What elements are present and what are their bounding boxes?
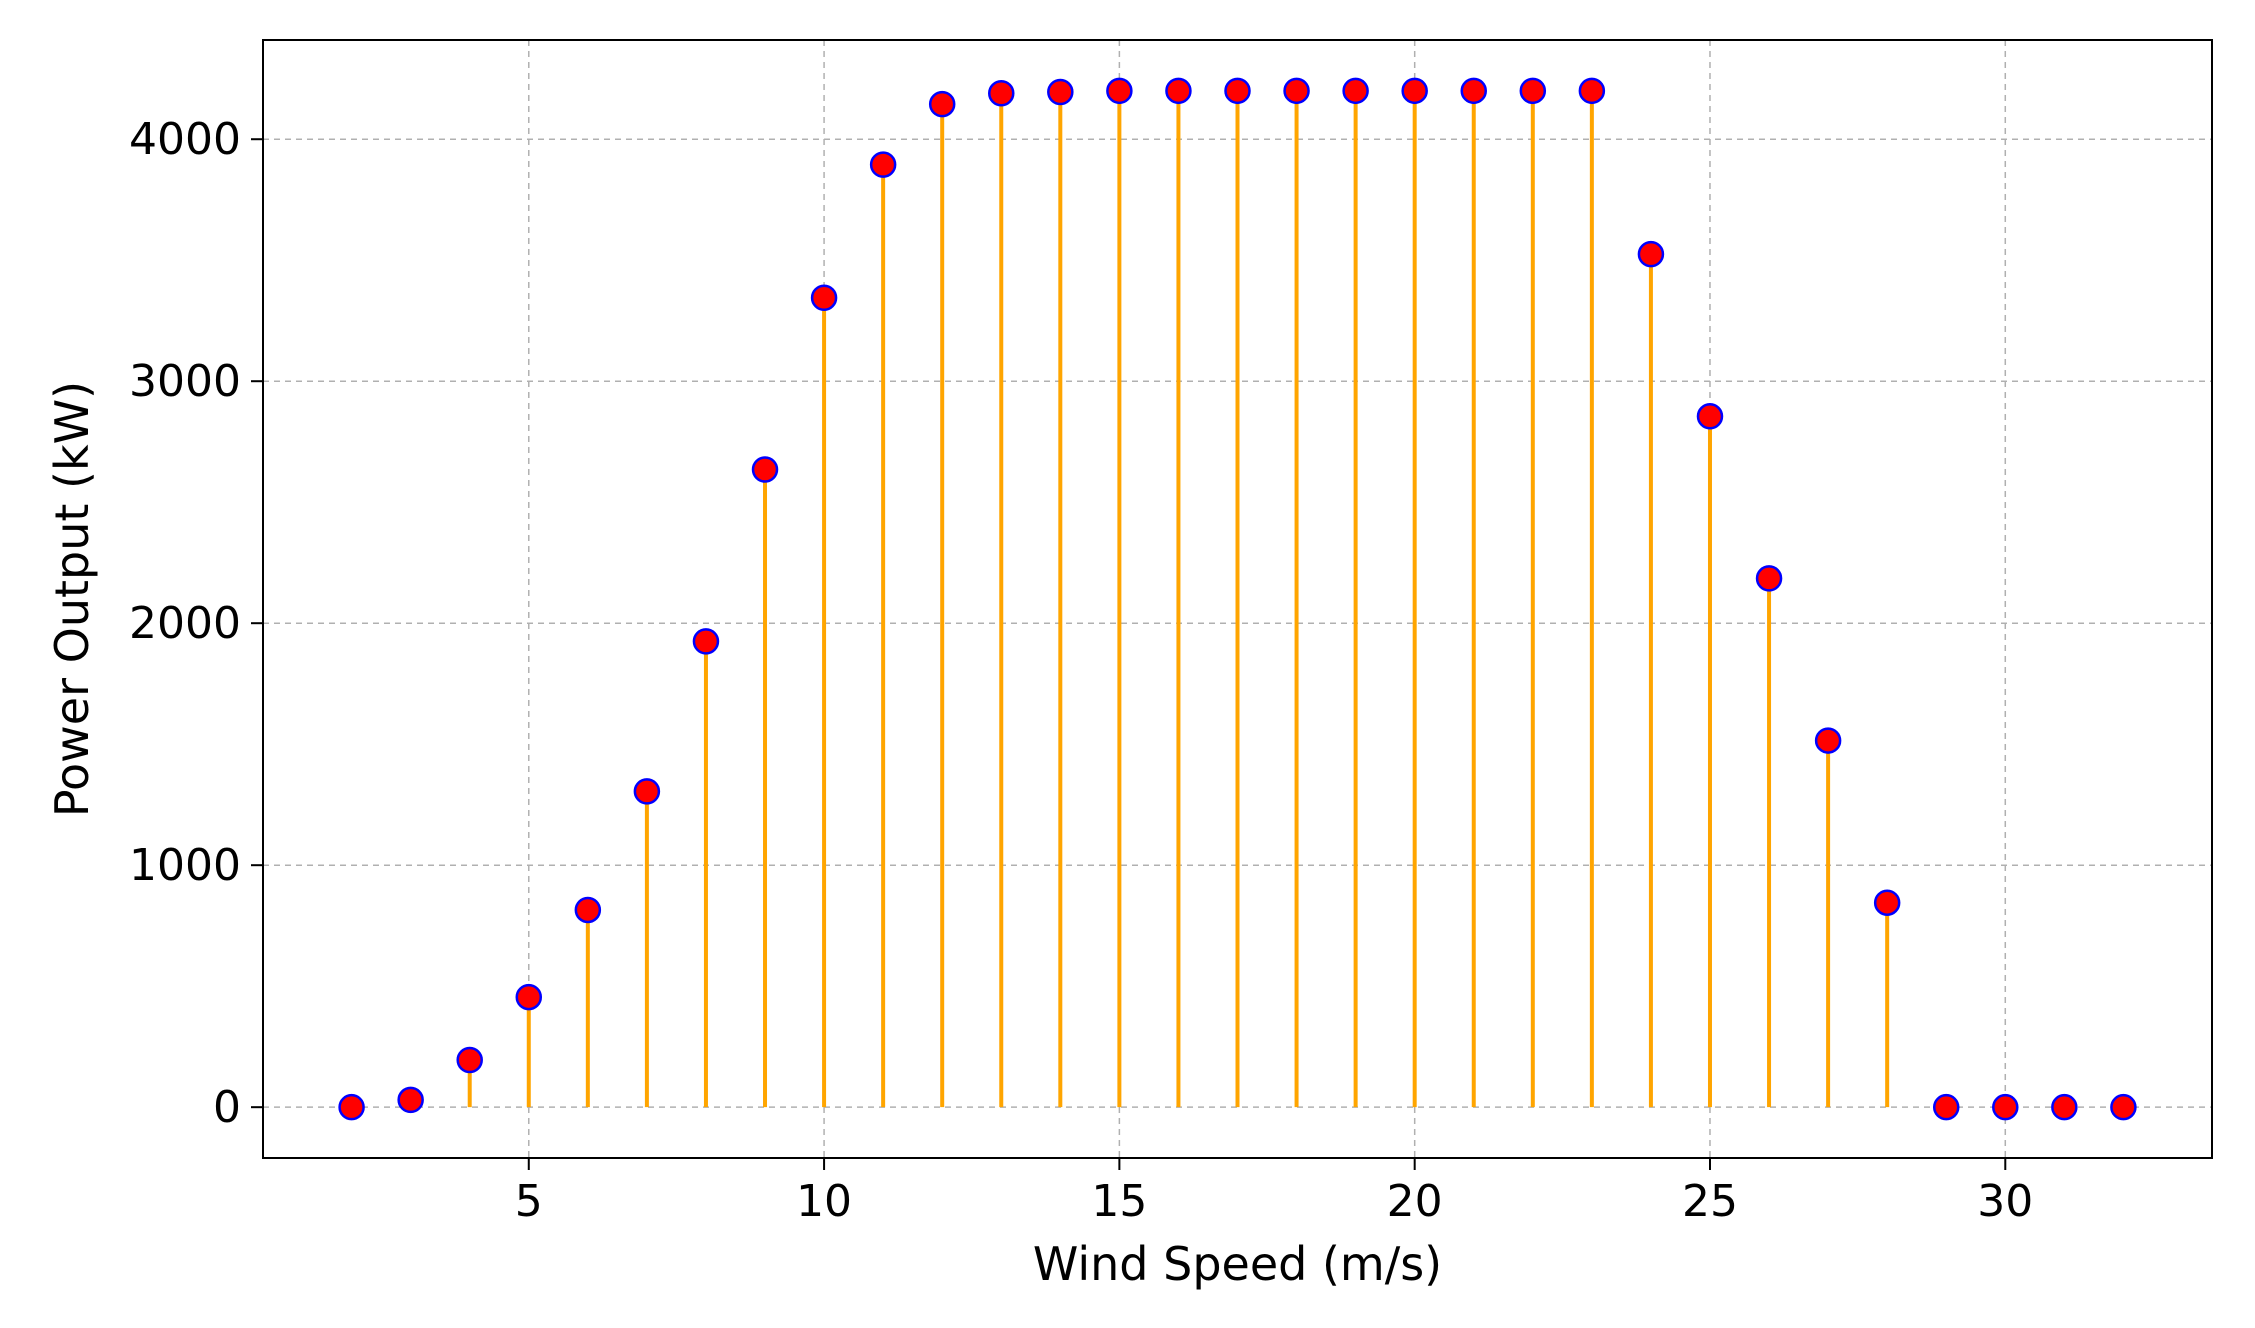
data-point bbox=[574, 896, 602, 924]
data-point bbox=[1873, 889, 1901, 916]
data-point bbox=[869, 151, 897, 178]
data-point bbox=[633, 778, 661, 805]
data-point bbox=[810, 284, 838, 311]
y-tick-label: 1000 bbox=[129, 840, 241, 891]
data-point bbox=[1165, 77, 1192, 105]
data-point bbox=[1637, 240, 1665, 268]
x-tick-label: 15 bbox=[1091, 1176, 1147, 1227]
data-point bbox=[1814, 727, 1842, 754]
data-point bbox=[1106, 77, 1133, 105]
data-point bbox=[1992, 1093, 2019, 1121]
data-point bbox=[2110, 1093, 2137, 1121]
x-tick-label: 10 bbox=[796, 1176, 852, 1227]
y-tick-label: 2000 bbox=[129, 598, 241, 649]
data-point bbox=[1224, 77, 1251, 105]
x-tick-label: 5 bbox=[515, 1176, 543, 1227]
markers-layer bbox=[338, 77, 2137, 1121]
data-point bbox=[1932, 1093, 1960, 1121]
data-point bbox=[2051, 1093, 2078, 1121]
data-point bbox=[456, 1046, 483, 1074]
y-tick-label: 4000 bbox=[129, 114, 241, 165]
data-point bbox=[338, 1093, 365, 1121]
data-point bbox=[1342, 77, 1369, 105]
data-point bbox=[928, 90, 956, 118]
data-point bbox=[692, 628, 720, 655]
data-point bbox=[397, 1086, 424, 1114]
stems-layer bbox=[408, 90, 1890, 1108]
data-point bbox=[1283, 77, 1310, 105]
ticks-layer: 5 10 15 20 25 30 0 1000 2000 3000 4000 bbox=[129, 114, 2033, 1227]
y-axis-label: Power Output (kW) bbox=[45, 381, 99, 817]
x-tick-label: 20 bbox=[1387, 1176, 1443, 1227]
plot-frame bbox=[262, 39, 2213, 1159]
x-axis-label: Wind Speed (m/s) bbox=[1033, 1237, 1442, 1291]
data-point bbox=[988, 79, 1015, 107]
x-tick-label: 25 bbox=[1682, 1176, 1738, 1227]
y-tick-label: 3000 bbox=[129, 356, 241, 407]
data-point bbox=[1696, 403, 1724, 430]
data-point bbox=[1401, 77, 1428, 105]
data-point bbox=[1460, 77, 1487, 105]
x-tick-label: 30 bbox=[1977, 1176, 2033, 1227]
data-point bbox=[1047, 78, 1074, 106]
data-point bbox=[1578, 77, 1606, 105]
data-point bbox=[515, 983, 543, 1011]
data-point bbox=[751, 456, 779, 483]
data-point bbox=[1519, 77, 1547, 105]
data-point bbox=[1755, 565, 1783, 592]
y-tick-label: 0 bbox=[213, 1082, 241, 1133]
